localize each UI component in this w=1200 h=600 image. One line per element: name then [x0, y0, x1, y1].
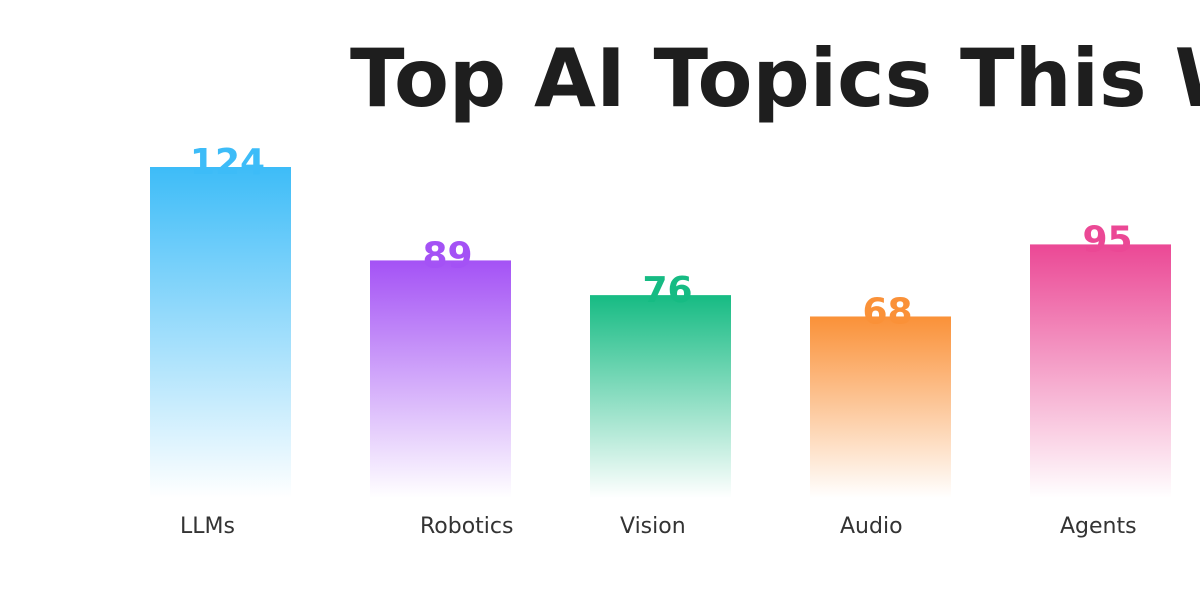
category-label-audio: Audio: [840, 514, 903, 539]
category-label-vision: Vision: [620, 514, 686, 539]
value-label-llms: 124: [190, 142, 265, 183]
bar-audio: [810, 316, 951, 498]
value-label-agents: 95: [1082, 219, 1132, 260]
category-label-robotics: Robotics: [420, 514, 513, 539]
chart-title: Top AI Topics This W: [350, 32, 1200, 125]
bars-layer: [150, 167, 1171, 498]
category-labels-layer: LLMs Robotics Vision Audio Agents: [180, 514, 1137, 539]
value-labels-layer: 124 89 76 68 95: [190, 142, 1133, 332]
bar-vision: [590, 295, 731, 498]
bar-robotics: [370, 260, 511, 498]
category-label-llms: LLMs: [180, 514, 235, 539]
value-label-audio: 68: [862, 291, 912, 332]
value-label-robotics: 89: [422, 235, 472, 276]
value-label-vision: 76: [642, 270, 692, 311]
bar-llms: [150, 167, 291, 498]
bar-agents: [1030, 244, 1171, 498]
category-label-agents: Agents: [1060, 514, 1137, 539]
